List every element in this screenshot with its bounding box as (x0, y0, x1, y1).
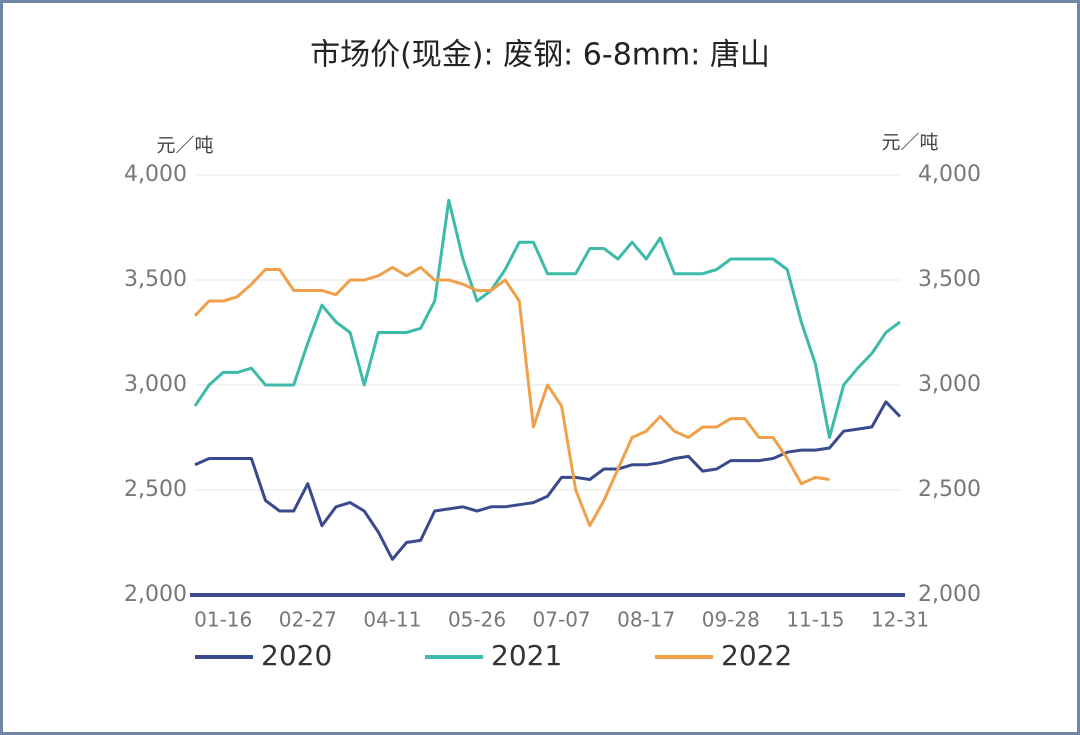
legend-label: 2021 (491, 639, 562, 672)
legend-label: 2022 (721, 639, 792, 672)
y-tick-label: 2,000 (124, 582, 187, 607)
x-tick-label: 01-16 (194, 608, 252, 632)
x-tick-label: 12-31 (871, 608, 929, 632)
y2-tick-label: 4,000 (918, 162, 981, 187)
y2-tick-label: 2,000 (918, 582, 981, 607)
legend-label: 2020 (261, 639, 332, 672)
x-tick-label: 09-28 (702, 608, 760, 632)
x-tick-label: 08-17 (617, 608, 675, 632)
y-tick-label: 4,000 (124, 162, 187, 187)
y2-tick-label: 2,500 (918, 477, 981, 502)
x-tick-label: 05-26 (448, 608, 506, 632)
x-tick-label: 07-07 (533, 608, 591, 632)
x-tick-label: 11-15 (786, 608, 844, 632)
line-series (194, 400, 902, 561)
chart-title: 市场价(现金): 废钢: 6-8mm: 唐山 (310, 38, 770, 73)
y-tick-label: 2,500 (124, 477, 187, 502)
y2-axis-label: 元／吨 (881, 132, 938, 154)
y-tick-label: 3,000 (124, 372, 187, 397)
y-axis-label: 元／吨 (156, 135, 213, 157)
x-tick-label: 02-27 (279, 608, 337, 632)
y-tick-label: 3,500 (124, 267, 187, 292)
line-series (193, 198, 901, 439)
x-tick-label: 04-11 (363, 608, 421, 632)
y2-tick-label: 3,500 (918, 267, 981, 292)
line-series (193, 265, 830, 528)
y2-tick-label: 3,000 (918, 372, 981, 397)
